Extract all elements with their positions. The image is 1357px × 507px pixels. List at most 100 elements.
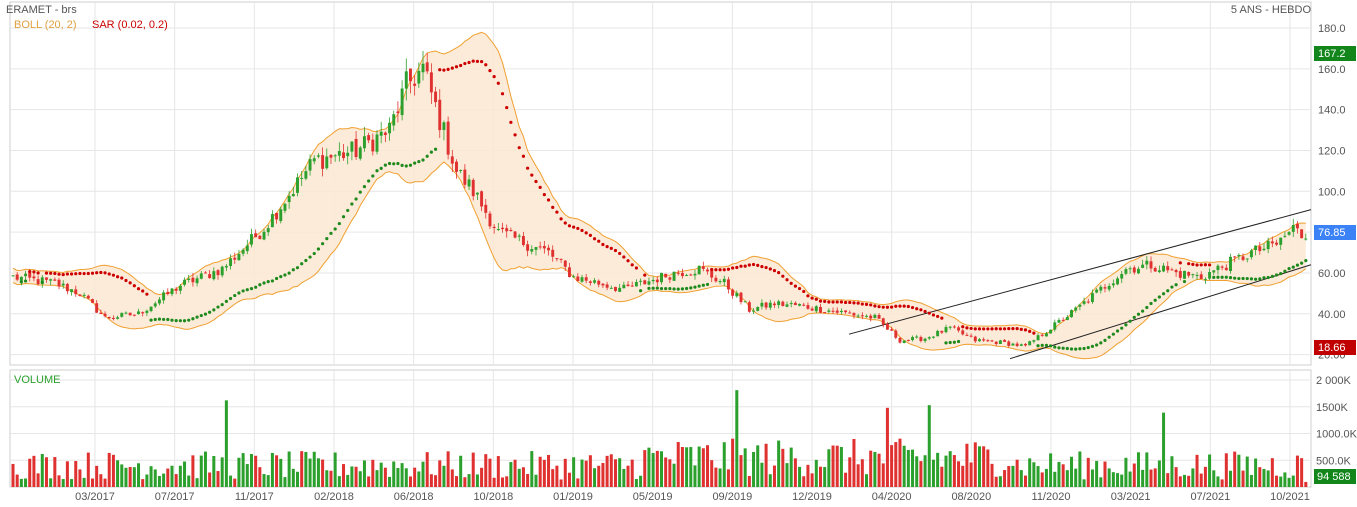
candle [902,340,906,344]
volume-bar [308,458,312,487]
volume-bar [11,463,15,487]
sar-dot-up [1182,279,1187,284]
sar-dot-up [1241,276,1245,281]
sar-dot-up [956,339,961,344]
candle-body [404,71,408,89]
candle [810,306,814,312]
candle-body [597,280,601,285]
sar-dot-down [132,284,136,288]
sar-dot-down [463,61,467,66]
candle [91,298,94,304]
volume-bar [480,467,484,487]
volume-bar [814,459,818,487]
candle-body [111,317,115,319]
candle-body [1128,268,1132,270]
candle-body [1074,307,1078,311]
candle-body [396,111,400,114]
volume-bar [1057,461,1061,487]
sar-dot-up [203,312,208,316]
candle [1183,270,1186,280]
volume-bar [1124,457,1128,487]
volume-bar [1028,458,1032,487]
candle [325,148,329,170]
candle [1174,268,1178,277]
sar-dot-down [722,268,726,272]
candle [270,210,274,228]
candle [1024,343,1027,347]
candle [1145,255,1149,270]
volume-bar [266,475,270,487]
sar-dot-down [69,272,74,276]
candle [350,141,354,161]
sar-dot-down [99,270,103,275]
candle [567,263,571,278]
volume-bar [291,468,295,487]
candle [388,117,392,141]
candle-body [1203,279,1207,281]
candle-body [1208,271,1212,279]
sar-dot-up [1249,277,1254,281]
candle-body [392,114,396,126]
volume-bar [57,475,61,487]
candle-body [1111,283,1115,286]
volume-bar [1162,412,1166,487]
volume-bar [1254,458,1258,487]
candle-body [1053,322,1057,330]
candle-body [57,279,61,287]
volume-bar [781,448,785,487]
candle-body [722,278,726,283]
candle-body [890,329,894,331]
candle-body [1070,310,1073,318]
candle-body [1199,274,1203,279]
volume-bar [111,454,115,487]
candle [739,291,743,305]
candle [526,240,530,257]
sar-dot-up [1053,345,1057,349]
sar-dot-up [1166,289,1170,293]
candle [676,269,680,276]
candle [919,335,923,343]
volume-bar [831,445,835,487]
x-tick-label: 03/2021 [1111,491,1151,503]
sar-dot-down [994,327,998,331]
sar-dot-down [910,305,915,310]
candle-body [1145,260,1149,265]
sar-dot-up [266,280,270,284]
volume-bar [346,474,350,487]
x-tick-label: 11/2017 [235,491,274,503]
sar-dot-down [442,68,446,72]
sar-dot-down [860,302,864,306]
x-tick-label: 07/2021 [1190,491,1230,503]
candle-body [1019,344,1023,346]
candle [1270,236,1274,248]
candle [936,329,940,337]
volume-bar [680,446,684,487]
sar-dot-up [1049,344,1053,348]
candle-body [367,135,371,141]
sar-dot-up [433,147,438,151]
volume-bar [601,462,605,487]
candle-body [1024,343,1027,346]
sar-dot-up [279,275,283,279]
candle [1086,298,1090,304]
candle-body [521,236,525,245]
candle-body [1270,241,1274,244]
candle-body [865,315,868,317]
sar-dot-up [224,299,228,303]
sar-dot-down [1032,331,1036,335]
sar-dot-down [969,326,973,331]
candle [1040,333,1044,337]
volume-bar [1157,460,1161,487]
volume-bar [839,447,843,487]
candle [798,303,802,307]
parabolic-sar [19,59,1308,351]
candle-body [1124,269,1128,274]
candle [597,279,601,288]
volume-bar [434,475,438,487]
volume-bar [994,476,998,487]
candle-body [270,214,274,228]
candle-body [940,330,944,333]
x-tick-label: 04/2020 [872,491,912,503]
candle [459,169,463,174]
x-tick-label: 05/2019 [633,491,673,503]
